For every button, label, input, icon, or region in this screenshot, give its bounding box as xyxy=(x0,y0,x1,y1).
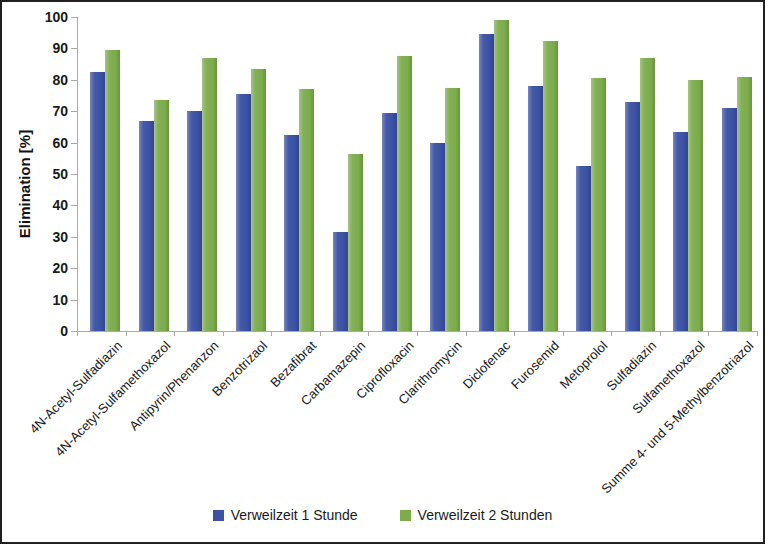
legend-item-label: Verweilzeit 2 Stunden xyxy=(418,507,553,523)
y-tick-label: 80 xyxy=(22,72,68,88)
y-tick-mark xyxy=(71,111,77,112)
y-tick-label: 0 xyxy=(22,323,68,339)
legend-item-label: Verweilzeit 1 Stunde xyxy=(231,507,358,523)
legend-swatch-icon xyxy=(213,510,224,521)
legend-item: Verweilzeit 1 Stunde xyxy=(213,507,358,523)
x-tick-mark xyxy=(757,331,758,336)
y-tick-label: 100 xyxy=(22,9,68,25)
bar-series2-Clarithromycin xyxy=(445,88,460,331)
bar-series2-Benzotrizaol xyxy=(251,69,266,331)
y-tick-mark xyxy=(71,268,77,269)
legend-item: Verweilzeit 2 Stunden xyxy=(400,507,553,523)
y-tick-label: 70 xyxy=(22,103,68,119)
x-tick-mark xyxy=(126,331,127,336)
bar-series1-Ciprofloxacin xyxy=(382,113,397,331)
category-label: Diclofenac xyxy=(460,338,514,392)
bar-series2-Diclofenac xyxy=(494,20,509,331)
y-tick-label: 50 xyxy=(22,166,68,182)
y-tick-mark xyxy=(71,174,77,175)
bar-series1-Sulfamethoxazol xyxy=(673,132,688,331)
y-tick-label: 30 xyxy=(22,229,68,245)
x-tick-mark xyxy=(514,331,515,336)
x-tick-mark xyxy=(320,331,321,336)
bar-series2-Ciprofloxacin xyxy=(397,56,412,331)
y-tick-mark xyxy=(71,80,77,81)
x-tick-mark xyxy=(563,331,564,336)
bar-series1-Summe 4- und 5-Methylbenzotriazol xyxy=(722,108,737,331)
bar-series1-Furosemid xyxy=(528,86,543,331)
bar-series1-Metoprolol xyxy=(576,166,591,331)
bar-series1-Benzotrizaol xyxy=(236,94,251,331)
x-tick-mark xyxy=(660,331,661,336)
y-tick-mark xyxy=(71,48,77,49)
bar-series2-Antipyrin/Phenanzon xyxy=(202,58,217,331)
y-tick-mark xyxy=(71,237,77,238)
category-label: Furosemid xyxy=(508,338,562,392)
y-tick-mark xyxy=(71,300,77,301)
legend: Verweilzeit 1 Stunde Verweilzeit 2 Stunde… xyxy=(2,507,763,523)
y-tick-label: 40 xyxy=(22,197,68,213)
x-tick-mark xyxy=(223,331,224,336)
bar-series2-Bezafibrat xyxy=(299,89,314,331)
bar-series2-Metoprolol xyxy=(591,78,606,331)
bar-series1-Clarithromycin xyxy=(430,143,445,331)
y-tick-mark xyxy=(71,17,77,18)
x-tick-mark xyxy=(271,331,272,336)
bar-series1-Carbamazepin xyxy=(333,232,348,331)
x-tick-mark xyxy=(611,331,612,336)
bar-series2-Summe 4- und 5-Methylbenzotriazol xyxy=(737,77,752,331)
bar-series2-Carbamazepin xyxy=(348,154,363,331)
y-axis-line xyxy=(77,17,78,332)
x-tick-mark xyxy=(174,331,175,336)
category-label: Bezafibrat xyxy=(267,338,319,390)
bar-series2-4N-Acetyl-Sulfadiazin xyxy=(105,50,120,331)
bar-series2-Sulfamethoxazol xyxy=(688,80,703,331)
bar-series2-4N-Acetyl-Sulfamethoxazol xyxy=(154,100,169,331)
x-tick-mark xyxy=(417,331,418,336)
legend-swatch-icon xyxy=(400,510,411,521)
bar-series1-Sulfadiazin xyxy=(625,102,640,331)
bar-series2-Sulfadiazin xyxy=(640,58,655,331)
x-tick-mark xyxy=(466,331,467,336)
bar-series1-4N-Acetyl-Sulfadiazin xyxy=(90,72,105,331)
y-tick-label: 10 xyxy=(22,292,68,308)
x-tick-mark xyxy=(708,331,709,336)
bar-series1-Diclofenac xyxy=(479,34,494,331)
category-label: Antipyrin/Phenanzon xyxy=(126,338,221,433)
elimination-bar-chart: Elimination [%] 0102030405060708090100 4… xyxy=(0,0,765,544)
bar-series1-4N-Acetyl-Sulfamethoxazol xyxy=(139,121,154,331)
y-tick-mark xyxy=(71,143,77,144)
category-label: 4N-Acetyl-Sulfadiazin xyxy=(26,338,124,436)
y-tick-label: 90 xyxy=(22,40,68,56)
category-label: Metoprolol xyxy=(557,338,611,392)
x-tick-mark xyxy=(77,331,78,336)
y-tick-mark xyxy=(71,205,77,206)
bar-series2-Furosemid xyxy=(543,41,558,331)
bar-series1-Bezafibrat xyxy=(284,135,299,331)
bar-series1-Antipyrin/Phenanzon xyxy=(187,111,202,331)
y-tick-label: 20 xyxy=(22,260,68,276)
x-tick-mark xyxy=(368,331,369,336)
y-tick-label: 60 xyxy=(22,135,68,151)
